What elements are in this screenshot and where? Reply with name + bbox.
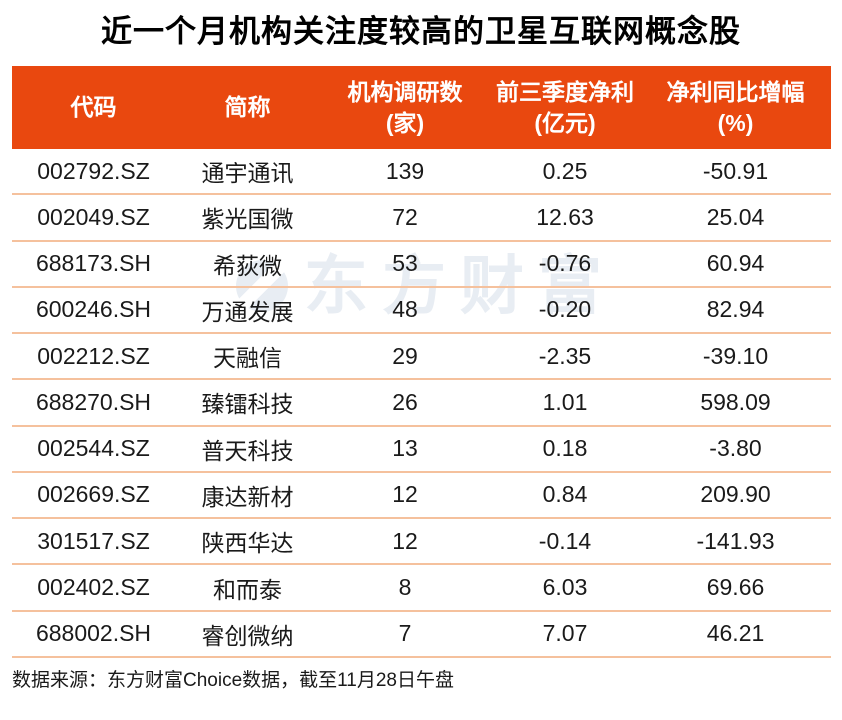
cell-net-profit: 0.18 — [542, 435, 588, 462]
column-header-unit: (%) — [717, 109, 754, 136]
data-source-note: 数据来源：东方财富Choice数据，截至11月28日午盘 — [12, 669, 455, 691]
table-header-row: 代码 简称 机构调研数 (家) 前三季度净利 (亿元) 净利同比增幅 (%) — [12, 66, 831, 149]
column-header-yoy-growth: 净利同比增幅 (%) — [640, 66, 831, 149]
stock-table-infographic: 近一个月机构关注度较高的卫星互联网概念股 东方财富 代码 简称 机构调研数 (家… — [0, 11, 842, 720]
cell-net-profit: 6.03 — [542, 574, 588, 601]
cell-code: 688270.SH — [35, 388, 152, 415]
cell-name: 紫光国微 — [201, 206, 294, 233]
cell-survey-count: 72 — [392, 203, 418, 230]
cell-name: 希荻微 — [213, 252, 282, 279]
table-row: 002792.SZ 通宇通讯 139 0.25 -50.91 — [12, 149, 831, 196]
cell-net-profit: -0.76 — [538, 250, 592, 277]
column-header-net-profit: 前三季度净利 (亿元) — [490, 66, 640, 149]
cell-yoy-growth: 46.21 — [706, 620, 765, 647]
cell-code: 002212.SZ — [37, 342, 150, 369]
cell-code: 688002.SH — [35, 620, 152, 647]
cell-name: 和而泰 — [213, 576, 282, 603]
cell-code: 002544.SZ — [37, 435, 150, 462]
cell-yoy-growth: 209.90 — [700, 481, 771, 508]
cell-net-profit: 7.07 — [542, 620, 588, 647]
cell-code: 688173.SH — [35, 250, 152, 277]
cell-yoy-growth: 60.94 — [706, 250, 765, 277]
cell-survey-count: 12 — [392, 527, 418, 554]
cell-survey-count: 48 — [392, 296, 418, 323]
cell-name: 康达新材 — [201, 483, 294, 510]
column-header-label: 净利同比增幅 — [666, 78, 805, 105]
column-header-unit: (家) — [385, 109, 425, 136]
cell-net-profit: 12.63 — [536, 203, 594, 230]
cell-survey-count: 26 — [392, 388, 418, 415]
cell-survey-count: 53 — [392, 250, 418, 277]
cell-yoy-growth: 69.66 — [706, 574, 765, 601]
cell-code: 002049.SZ — [37, 203, 150, 230]
cell-survey-count: 139 — [385, 157, 425, 184]
cell-yoy-growth: -39.10 — [702, 342, 769, 369]
cell-survey-count: 13 — [392, 435, 418, 462]
cell-yoy-growth: 82.94 — [706, 296, 765, 323]
table-row: 688270.SH 臻镭科技 26 1.01 598.09 — [12, 380, 831, 427]
cell-code: 002792.SZ — [37, 157, 150, 184]
cell-yoy-growth: -3.80 — [709, 435, 762, 462]
cell-name: 普天科技 — [201, 437, 294, 464]
table-row: 002049.SZ 紫光国微 72 12.63 25.04 — [12, 195, 831, 242]
cell-yoy-growth: -141.93 — [696, 527, 775, 554]
cell-code: 002669.SZ — [37, 481, 150, 508]
table-row: 688173.SH 希荻微 53 -0.76 60.94 — [12, 242, 831, 288]
column-header-code: 代码 — [12, 66, 175, 149]
cell-net-profit: -2.35 — [538, 342, 592, 369]
table-row: 002669.SZ 康达新材 12 0.84 209.90 — [12, 473, 831, 520]
cell-net-profit: -0.14 — [538, 527, 592, 554]
table-row: 002212.SZ 天融信 29 -2.35 -39.10 — [12, 334, 831, 381]
column-header-name: 简称 — [175, 66, 320, 149]
cell-name: 万通发展 — [201, 298, 294, 325]
cell-code: 600246.SH — [35, 296, 152, 323]
cell-yoy-growth: -50.91 — [702, 157, 769, 184]
cell-survey-count: 8 — [398, 574, 412, 601]
cell-net-profit: -0.20 — [538, 296, 592, 323]
column-header-unit: (亿元) — [534, 109, 596, 136]
cell-name: 陕西华达 — [201, 530, 294, 557]
table-row: 002544.SZ 普天科技 13 0.18 -3.80 — [12, 427, 831, 473]
cell-code: 301517.SZ — [37, 527, 150, 554]
table-body: 002792.SZ 通宇通讯 139 0.25 -50.91 002049.SZ… — [12, 149, 831, 658]
cell-name: 天融信 — [213, 345, 282, 372]
table-row: 600246.SH 万通发展 48 -0.20 82.94 — [12, 288, 831, 335]
cell-net-profit: 0.84 — [542, 481, 588, 508]
page-title: 近一个月机构关注度较高的卫星互联网概念股 — [101, 14, 741, 49]
cell-yoy-growth: 598.09 — [700, 388, 771, 415]
column-header-label: 机构调研数 — [347, 78, 463, 105]
stock-table: 东方财富 代码 简称 机构调研数 (家) 前三季度净利 (亿元) 净利同比增幅 … — [12, 66, 831, 658]
cell-survey-count: 29 — [392, 342, 418, 369]
table-row: 301517.SZ 陕西华达 12 -0.14 -141.93 — [12, 519, 831, 566]
cell-survey-count: 7 — [398, 620, 412, 647]
table-row: 688002.SH 睿创微纳 7 7.07 46.21 — [12, 612, 831, 658]
cell-yoy-growth: 25.04 — [706, 203, 765, 230]
cell-net-profit: 0.25 — [542, 157, 588, 184]
column-header-label: 代码 — [70, 94, 117, 120]
table-row: 002402.SZ 和而泰 8 6.03 69.66 — [12, 565, 831, 612]
column-header-label: 简称 — [224, 94, 271, 120]
column-header-label: 前三季度净利 — [496, 78, 634, 105]
column-header-survey-count: 机构调研数 (家) — [320, 66, 490, 149]
cell-name: 睿创微纳 — [201, 622, 294, 649]
cell-survey-count: 12 — [392, 481, 418, 508]
cell-name: 通宇通讯 — [201, 160, 294, 187]
cell-code: 002402.SZ — [37, 574, 150, 601]
cell-net-profit: 1.01 — [542, 388, 588, 415]
cell-name: 臻镭科技 — [201, 391, 294, 418]
